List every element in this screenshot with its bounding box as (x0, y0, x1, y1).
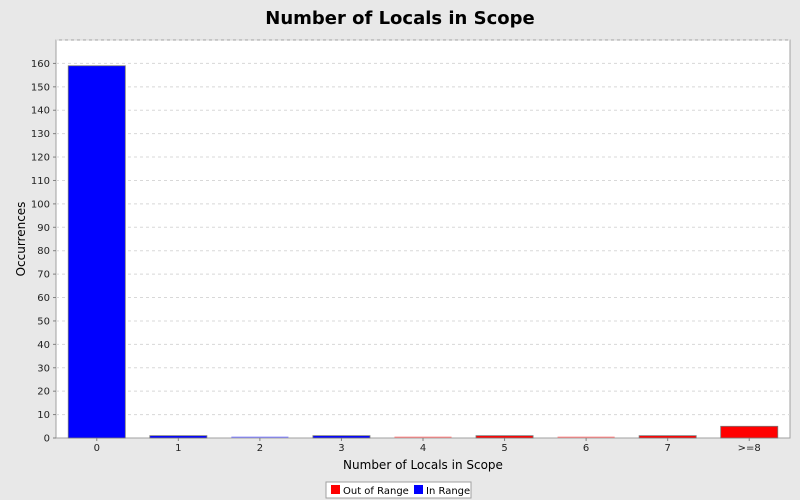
y-tick-label: 130 (31, 129, 50, 140)
legend-label-in-range: In Range (426, 486, 470, 497)
x-tick-label: >=8 (738, 443, 761, 454)
x-tick-label: 6 (583, 443, 589, 454)
y-tick-label: 160 (31, 59, 50, 70)
legend-swatch-out-of-range (331, 485, 340, 494)
bars (67, 65, 779, 439)
bar-2 (231, 436, 289, 438)
y-axis-ticks: 0 10 20 30 40 50 60 70 80 90 100 110 120 130 140 150 160 (31, 59, 56, 445)
bar-4 (394, 436, 452, 438)
bar-1 (149, 435, 208, 439)
y-tick-label: 30 (37, 363, 50, 374)
bar-7 (638, 435, 697, 439)
bar-gege8 (720, 425, 779, 439)
y-tick-label: 120 (31, 153, 50, 164)
bar-0 (67, 65, 126, 439)
chart-title: Number of Locals in Scope (265, 8, 534, 29)
x-tick-label: 2 (257, 443, 263, 454)
y-tick-label: 140 (31, 106, 50, 117)
x-tick-label: 1 (175, 443, 181, 454)
legend-swatch-in-range (414, 485, 423, 494)
y-axis-label: Occurrences (14, 202, 28, 277)
y-tick-label: 80 (37, 246, 50, 257)
x-tick-label: 4 (420, 443, 426, 454)
bar-5 (475, 435, 534, 439)
x-axis-label: Number of Locals in Scope (343, 458, 503, 472)
x-tick-label: 7 (664, 443, 670, 454)
x-tick-label: 3 (338, 443, 344, 454)
y-tick-label: 150 (31, 82, 50, 93)
x-tick-label: 0 (94, 443, 100, 454)
x-tick-label: 5 (501, 443, 507, 454)
bar-6 (557, 436, 615, 438)
legend: Out of Range In Range (325, 481, 472, 499)
y-tick-label: 10 (37, 410, 50, 421)
y-tick-label: 100 (31, 199, 50, 210)
y-tick-label: 70 (37, 270, 50, 281)
y-tick-label: 60 (37, 293, 50, 304)
legend-label-out-of-range: Out of Range (343, 486, 409, 497)
y-tick-label: 20 (37, 387, 50, 398)
y-tick-label: 40 (37, 340, 50, 351)
bar-3 (312, 435, 371, 439)
y-tick-label: 110 (31, 176, 50, 187)
y-tick-label: 90 (37, 223, 50, 234)
legend-box (325, 481, 472, 499)
grid-lines (56, 39, 790, 416)
x-axis-ticks: 0 1 2 3 4 5 6 7 >=8 (94, 438, 761, 454)
y-tick-label: 50 (37, 316, 50, 327)
plot-area (55, 39, 791, 439)
y-tick-label: 0 (44, 434, 50, 445)
